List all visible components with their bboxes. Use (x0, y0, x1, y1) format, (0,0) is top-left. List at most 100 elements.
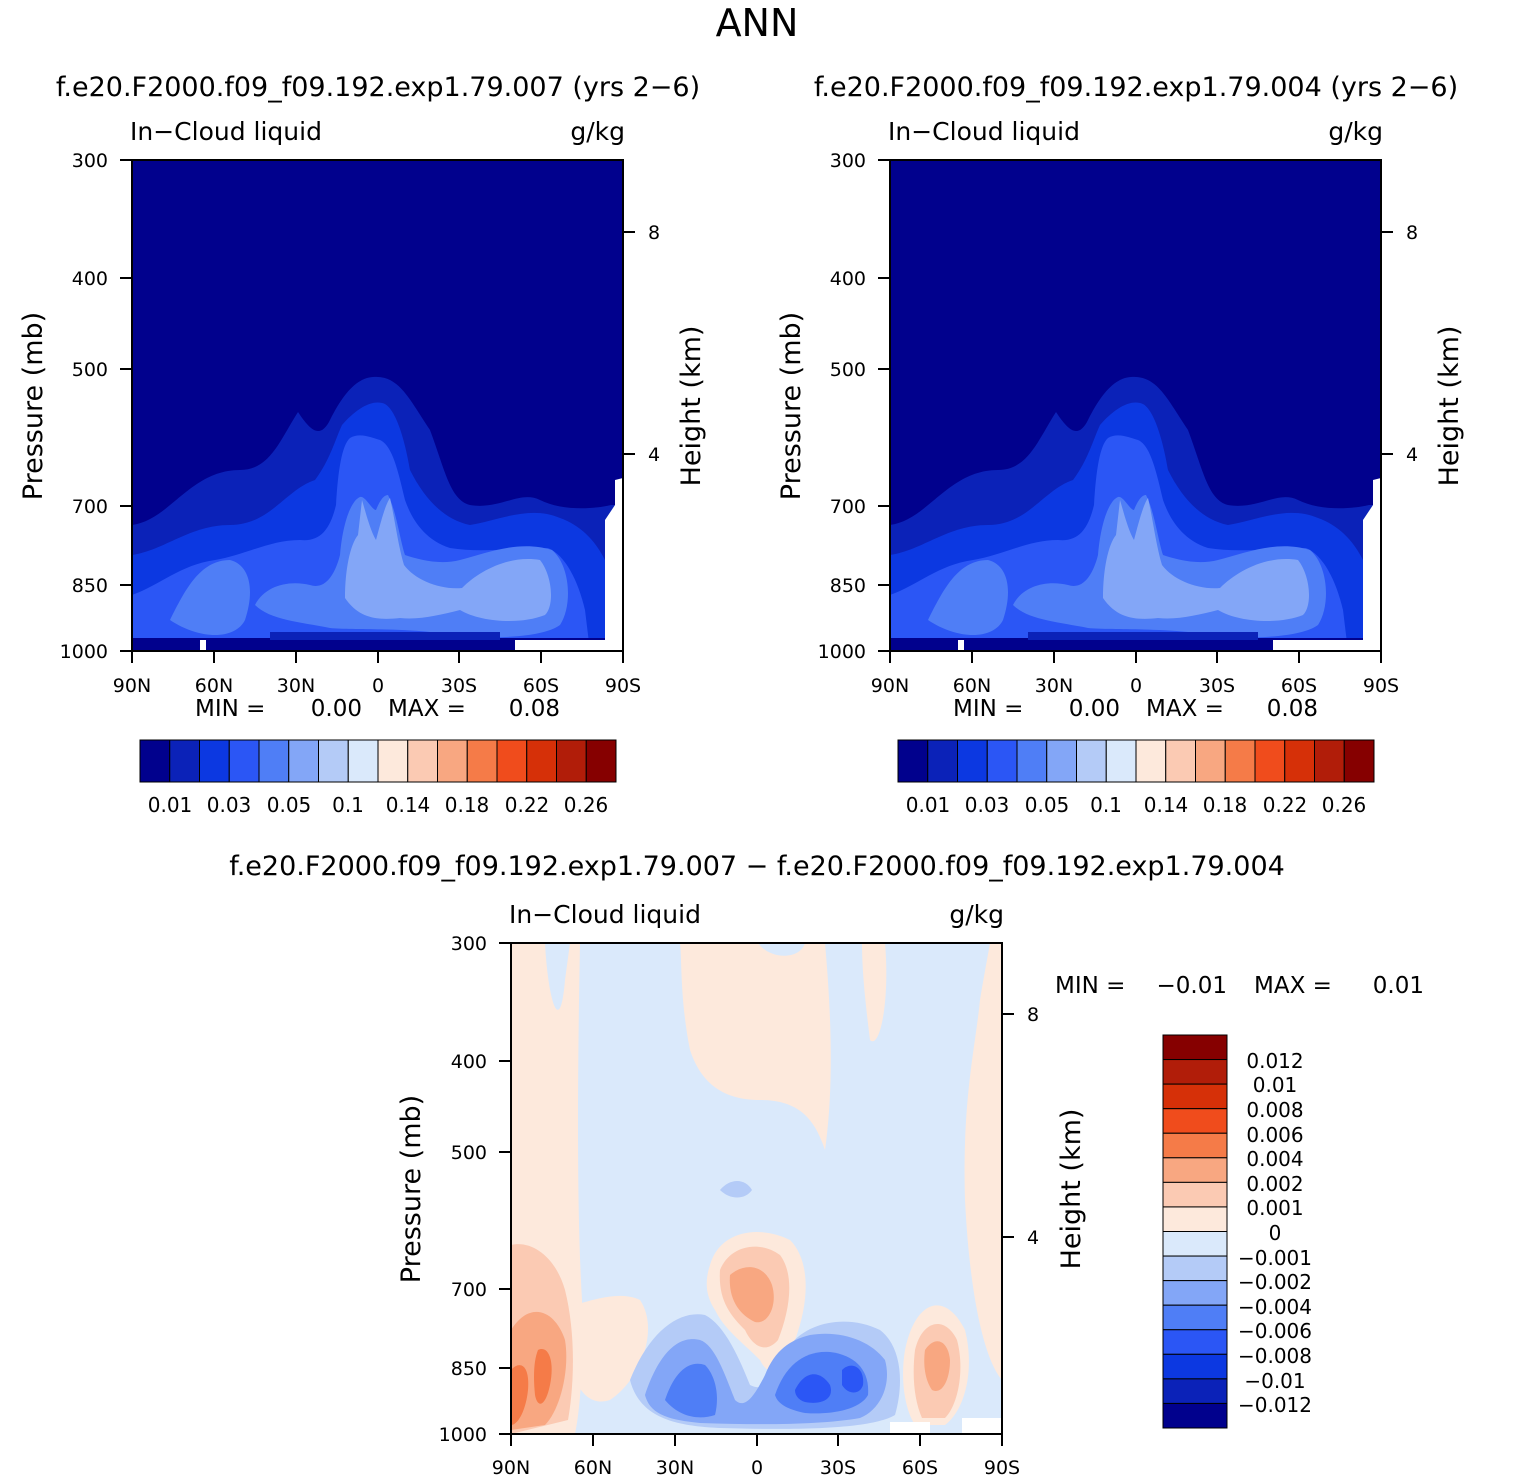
y-tick-label: 1000 (439, 1424, 487, 1446)
left-label: In−Cloud liquid (509, 900, 701, 929)
colorbar-labels: 0.01 0.03 0.05 0.1 0.14 0.18 0.22 0.26 (906, 793, 1367, 817)
colorbar-swatch (1195, 739, 1226, 783)
colorbar-label: −0.01 (1244, 1369, 1305, 1393)
y-tick-label: 850 (451, 1358, 487, 1380)
x-tick-label: 90N (492, 1457, 530, 1479)
colorbar-swatch (347, 739, 379, 783)
y2-axis-title: Height (km) (1056, 1109, 1087, 1270)
colorbar-swatch (1016, 739, 1048, 783)
y-tick-label: 400 (451, 1051, 487, 1073)
max-label: MAX = (1146, 696, 1224, 722)
colorbar-label: 0.03 (965, 793, 1010, 817)
colorbar-swatch (496, 739, 528, 783)
colorbar-swatch (1162, 1329, 1228, 1355)
colorbar-swatch (1224, 739, 1256, 783)
colorbar-swatch (1135, 739, 1167, 783)
max-label: MAX = (1254, 973, 1332, 999)
colorbar-swatch (1162, 1132, 1228, 1159)
y-axis: 300 400 500 700 850 1000 Pressure (mb) (396, 933, 511, 1446)
colorbar-swatch (957, 739, 988, 783)
contour-field (511, 943, 1002, 1434)
y2-tick-label: 8 (1027, 1004, 1039, 1026)
colorbar-label: 0.22 (505, 793, 550, 817)
colorbar-swatch (1162, 1255, 1228, 1282)
colorbar-swatch (1046, 739, 1077, 783)
y-tick-label: 850 (72, 575, 108, 597)
left-label: In−Cloud liquid (130, 117, 322, 146)
panel-difference: f.e20.F2000.f09_f09.192.exp1.79.007 − f.… (229, 851, 1424, 1479)
right-label: g/kg (1328, 117, 1383, 146)
x-tick-label: 60S (902, 1457, 938, 1479)
x-tick-label: 0 (1130, 675, 1142, 697)
colorbar-label: 0.01 (1253, 1073, 1298, 1097)
y-tick-label: 300 (830, 150, 866, 172)
figure-title: ANN (716, 1, 799, 45)
colorbar-swatch (1314, 739, 1345, 783)
colorbar-label: 0.01 (148, 793, 193, 817)
x-tick-label: 90S (1363, 675, 1399, 697)
colorbar-label: 0.05 (1025, 793, 1070, 817)
colorbar-swatch (1343, 739, 1375, 783)
y-tick-label: 1000 (818, 641, 866, 663)
colorbar-swatch (986, 739, 1018, 783)
colorbar (1162, 1034, 1228, 1429)
y2-tick-label: 4 (1027, 1227, 1039, 1249)
y-axis-title: Pressure (mb) (776, 312, 807, 500)
x-tick-label: 30N (656, 1457, 694, 1479)
colorbar-swatch (585, 739, 617, 783)
x-tick-label: 60N (574, 1457, 612, 1479)
x-axis: 90N 60N 30N 0 30S 60S 90S (871, 651, 1399, 697)
panel-top-left: f.e20.F2000.f09_f09.192.exp1.79.007 (yrs… (18, 72, 707, 817)
min-value: 0.00 (1069, 696, 1120, 722)
colorbar-label: 0.1 (332, 793, 364, 817)
contour-field (890, 160, 1381, 651)
x-tick-label: 60S (523, 675, 559, 697)
min-label: MIN = (953, 696, 1023, 722)
y2-axis: 8 4 Height (km) (623, 222, 707, 486)
colorbar (139, 739, 617, 783)
colorbar-swatch (258, 739, 290, 783)
x-tick-label: 90S (605, 675, 641, 697)
colorbar-swatch (318, 739, 349, 783)
max-value: 0.08 (509, 696, 560, 722)
x-tick-label: 30S (441, 675, 477, 697)
y-tick-label: 700 (451, 1279, 487, 1301)
colorbar-swatch (1165, 739, 1196, 783)
panel-top-right: f.e20.F2000.f09_f09.192.exp1.79.004 (yrs… (776, 72, 1465, 817)
colorbar-swatch (1162, 1206, 1228, 1232)
x-tick-label: 0 (372, 675, 384, 697)
colorbar-swatch (897, 739, 929, 783)
colorbar-label: 0.03 (207, 793, 252, 817)
x-axis: 90N 60N 30N 0 30S 60S 90S (492, 1434, 1020, 1479)
x-tick-label: 30N (277, 675, 315, 697)
colorbar-swatch (288, 739, 319, 783)
colorbar-swatch (927, 739, 958, 783)
colorbar-label: 0.01 (906, 793, 951, 817)
colorbar-label: 0.001 (1246, 1196, 1303, 1220)
right-label: g/kg (949, 900, 1004, 929)
y2-tick-label: 8 (648, 222, 660, 244)
colorbar-label: 0.05 (267, 793, 312, 817)
x-axis: 90N 60N 30N 0 30S 60S 90S (113, 651, 641, 697)
colorbar-label: 0.14 (1144, 793, 1189, 817)
colorbar-label: 0 (1269, 1221, 1282, 1245)
colorbar-label: 0.006 (1246, 1123, 1303, 1147)
x-tick-label: 60N (195, 675, 233, 697)
y2-axis-title: Height (km) (1434, 326, 1465, 487)
colorbar-swatch (139, 739, 171, 783)
colorbar-swatch (1076, 739, 1107, 783)
y2-tick-label: 4 (1406, 444, 1418, 466)
y-tick-label: 500 (830, 359, 866, 381)
contour-field (132, 160, 623, 651)
y2-axis: 8 4 Height (km) (1002, 1004, 1087, 1269)
min-label: MIN = (195, 696, 265, 722)
max-label: MAX = (388, 696, 466, 722)
y-axis-title: Pressure (mb) (396, 1095, 427, 1283)
y-axis: 300 400 500 700 850 1000 Pressure (mb) (776, 150, 890, 663)
y-tick-label: 400 (72, 268, 108, 290)
colorbar-swatch (1162, 1402, 1228, 1429)
max-value: 0.01 (1373, 973, 1424, 999)
colorbar-swatch (1162, 1181, 1228, 1208)
y2-axis-title: Height (km) (676, 326, 707, 487)
